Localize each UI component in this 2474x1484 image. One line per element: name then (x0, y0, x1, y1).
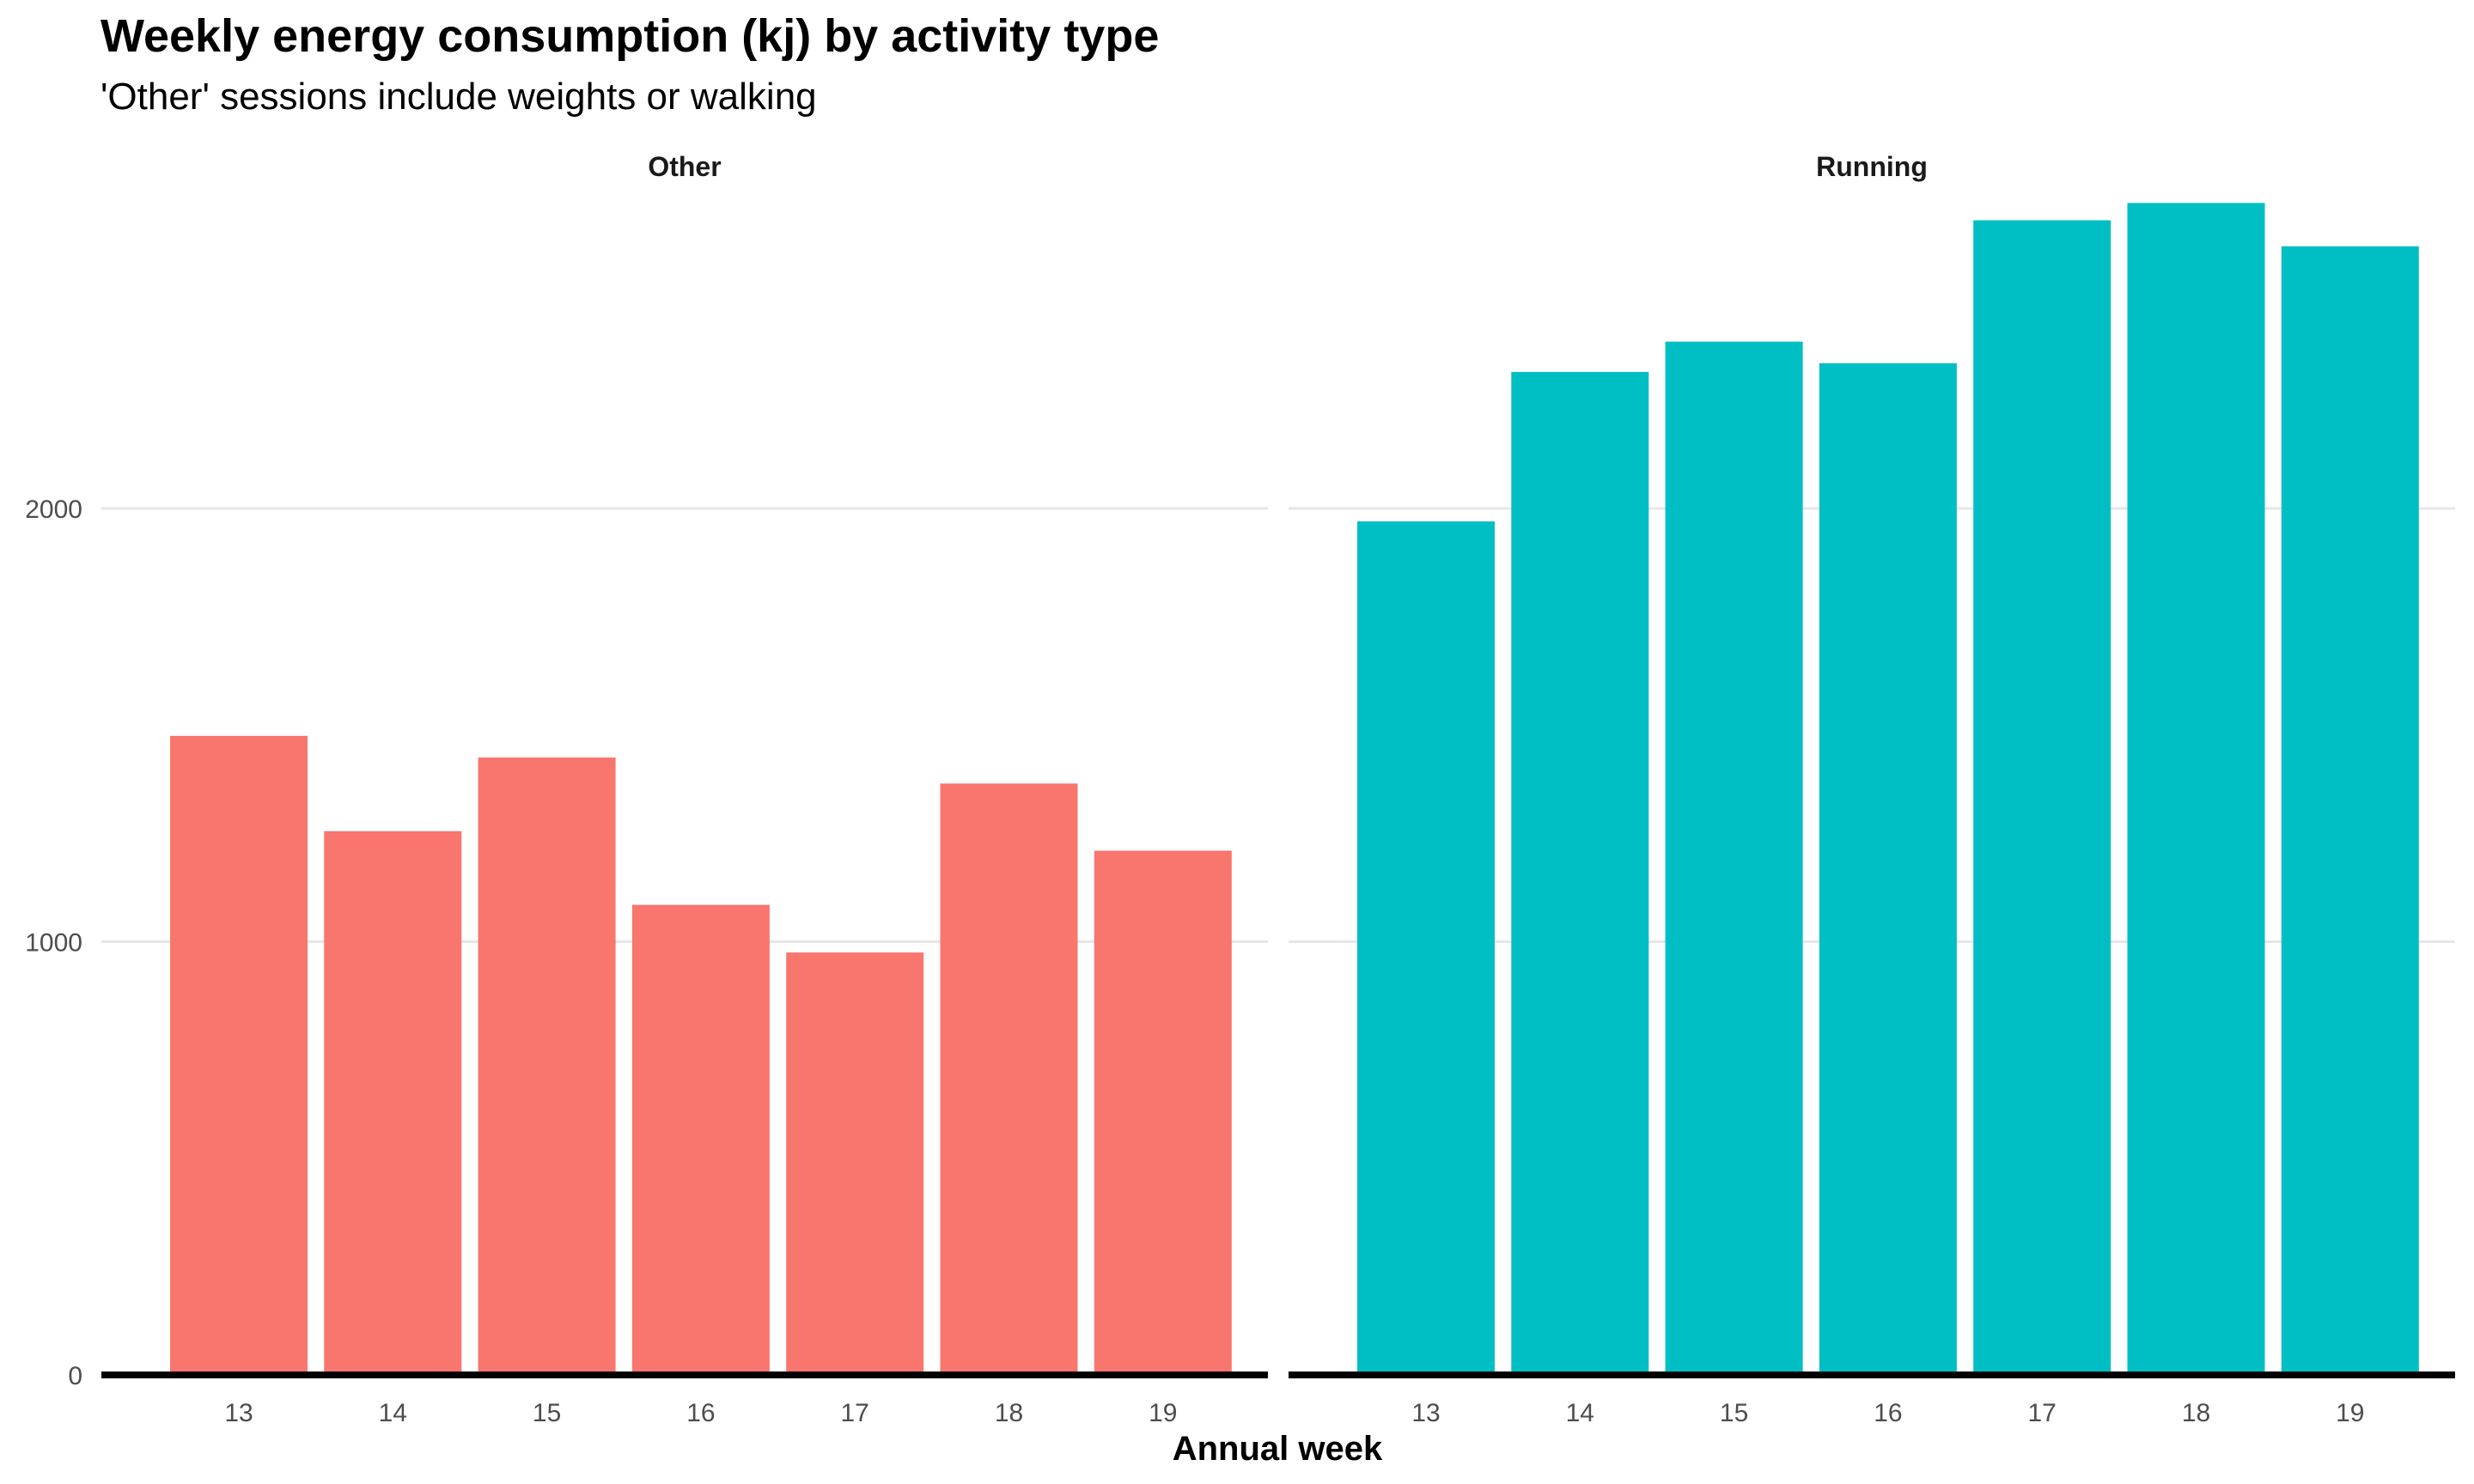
bar-running-week-17 (1973, 220, 2111, 1375)
y-tick-label: 1000 (25, 929, 82, 958)
bar-other-week-15 (478, 757, 616, 1375)
bar-running-week-14 (1511, 372, 1649, 1375)
bar-other-week-14 (324, 830, 462, 1375)
bar-other-week-19 (1094, 850, 1232, 1375)
x-tick-label: 15 (533, 1399, 561, 1427)
bar-running-week-18 (2127, 203, 2265, 1375)
facet-strip-label: Running (1816, 151, 1928, 182)
facet-panels: Other 13 14 15 16 17 18 19 Running 13 14 15 16 17 18 19 (101, 151, 2455, 1427)
x-tick-label: 16 (1874, 1399, 1902, 1427)
bar-running-week-19 (2281, 246, 2419, 1376)
facet-strip-label: Other (648, 151, 721, 182)
x-tick-label: 17 (841, 1399, 869, 1427)
x-tick-label: 14 (1566, 1399, 1594, 1427)
y-tick-label: 2000 (25, 496, 82, 524)
facet-panel-other: Other 13 14 15 16 17 18 19 (101, 151, 1268, 1427)
bar-other-week-13 (170, 735, 308, 1375)
x-tick-label: 13 (224, 1399, 253, 1427)
x-tick-label: 18 (995, 1399, 1023, 1427)
x-tick-label: 14 (379, 1399, 407, 1427)
facet-panel-running: Running 13 14 15 16 17 18 19 (1289, 151, 2455, 1427)
bar-running-week-13 (1357, 521, 1495, 1375)
x-tick-label: 19 (2336, 1399, 2364, 1427)
chart-title: Weekly energy consumption (kj) by activi… (101, 10, 1159, 62)
chart-subtitle: 'Other' sessions include weights or walk… (101, 76, 817, 118)
x-tick-label: 15 (1720, 1399, 1748, 1427)
bar-running-week-16 (1819, 362, 1957, 1376)
x-axis-title: Annual week (1173, 1430, 1383, 1468)
bar-other-week-16 (631, 904, 770, 1375)
bar-other-week-18 (940, 783, 1078, 1375)
y-axis: 0 1000 2000 (25, 496, 82, 1390)
x-tick-label: 13 (1411, 1399, 1440, 1427)
bar-other-week-17 (786, 952, 924, 1375)
x-tick-label: 17 (2028, 1399, 2057, 1427)
bar-running-week-15 (1665, 341, 1803, 1376)
x-tick-label: 19 (1149, 1399, 1177, 1427)
x-tick-label: 18 (2182, 1399, 2210, 1427)
y-tick-label: 0 (68, 1362, 82, 1390)
x-tick-label: 16 (686, 1399, 715, 1427)
